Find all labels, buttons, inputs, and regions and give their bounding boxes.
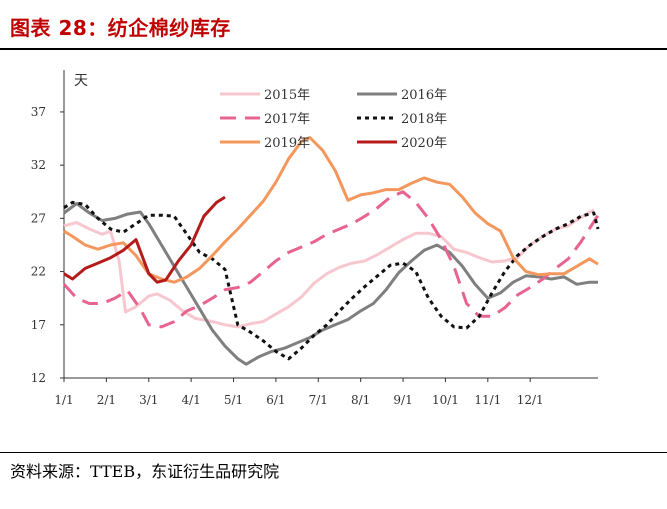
x-tick-label: 8/1 <box>351 393 370 407</box>
legend-label-3: 2018年 <box>401 112 447 127</box>
legend-label-2: 2017年 <box>264 112 310 127</box>
legend-label-1: 2016年 <box>401 88 447 103</box>
x-tick-label: 3/1 <box>139 393 158 407</box>
y-tick-label: 37 <box>31 105 46 119</box>
x-tick-label: 9/1 <box>393 393 412 407</box>
series-line-2 <box>62 190 600 329</box>
series-line-5 <box>63 195 226 284</box>
x-tick-label: 6/1 <box>266 393 285 407</box>
y-tick-label: 17 <box>31 318 46 332</box>
series-line-3 <box>63 200 600 361</box>
legend-label-0: 2015年 <box>264 88 310 103</box>
top-rule <box>0 48 667 50</box>
series-line-0 <box>63 208 595 329</box>
legend-label-4: 2019年 <box>264 136 310 151</box>
source-note: 资料来源：TTEB，东证衍生品研究院 <box>10 462 280 481</box>
figure-title: 图表 28：纺企棉纱库存 <box>10 16 231 40</box>
y-tick-label: 12 <box>31 371 46 385</box>
x-tick-label: 1/1 <box>54 393 73 407</box>
y-tick-label: 22 <box>31 265 46 279</box>
x-tick-label: 7/1 <box>309 393 328 407</box>
x-tick-label: 5/1 <box>224 393 243 407</box>
x-tick-label: 4/1 <box>181 393 200 407</box>
x-tick-label: 12/1 <box>517 393 544 407</box>
y-tick-label: 32 <box>31 158 46 172</box>
series-line-1 <box>63 202 598 366</box>
x-tick-label: 2/1 <box>97 393 116 407</box>
y-tick-label: 27 <box>31 211 46 225</box>
x-tick-label: 11/1 <box>474 393 501 407</box>
y-axis-label: 天 <box>74 73 88 89</box>
x-tick-label: 10/1 <box>432 393 459 407</box>
bottom-rule <box>0 452 667 453</box>
legend-label-5: 2020年 <box>401 136 447 151</box>
